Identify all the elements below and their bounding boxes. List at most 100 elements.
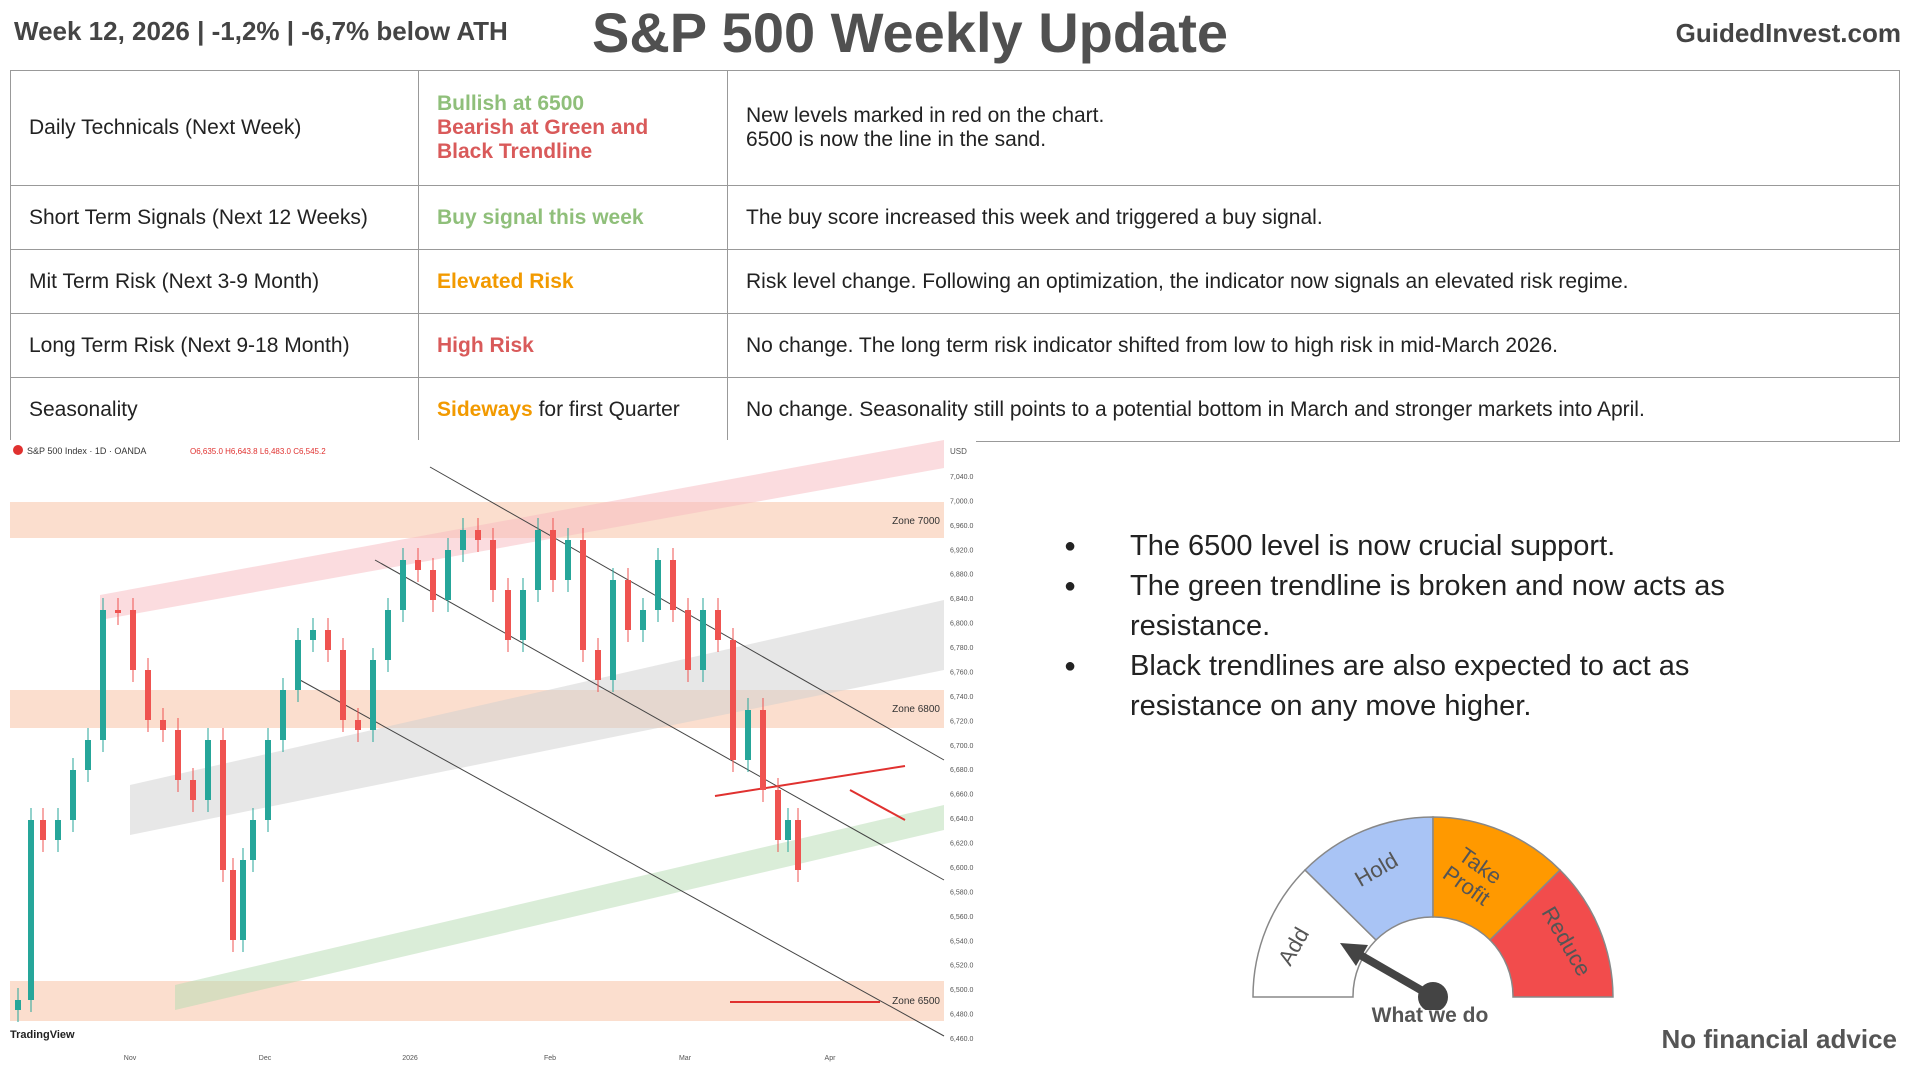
row-note: No change. Seasonality still points to a… (727, 377, 1900, 442)
price-chart[interactable]: S&P 500 Index · 1D · OANDA O6,635.0 H6,6… (10, 440, 976, 1064)
list-item: The 6500 level is now crucial support. (1058, 526, 1818, 566)
candle-body (190, 780, 196, 800)
tradingview-logo: TradingView (10, 1029, 75, 1041)
row-label: Seasonality (10, 377, 419, 442)
table-row: Daily Technicals (Next Week) Bullish at … (10, 70, 1900, 186)
gauge-caption: What we do (1371, 1004, 1489, 1027)
candle-body (430, 570, 436, 600)
y-tick-label: 6,600.0 (950, 865, 973, 872)
candle-body (745, 710, 751, 760)
y-tick-label: 6,520.0 (950, 963, 973, 970)
candle-body (795, 820, 801, 870)
candle-body (160, 720, 166, 730)
signal-bearish: Bearish at Green and Black Trendline (437, 116, 649, 163)
red-channel (100, 440, 944, 620)
candle-body (520, 590, 526, 640)
signal-text: Buy signal this week (437, 205, 644, 229)
row-note: Risk level change. Following an optimiza… (727, 249, 1900, 314)
candle-body (280, 690, 286, 740)
candle-body (655, 560, 661, 610)
red-level-line (714, 765, 906, 797)
row-signal: Elevated Risk (418, 249, 728, 314)
candle-body (385, 610, 391, 660)
signal-suffix: for first Quarter (532, 397, 680, 421)
row-signal: Buy signal this week (418, 185, 728, 250)
y-tick-label: 6,660.0 (950, 792, 973, 799)
row-note: The buy score increased this week and tr… (727, 185, 1900, 250)
candle-body (230, 870, 236, 940)
red-level-line (849, 789, 906, 821)
gauge-segment-reduce (1488, 868, 1614, 998)
signal-bullish: Bullish at 6500 (437, 92, 585, 115)
y-tick-label: 6,480.0 (950, 1012, 973, 1019)
candle-body (115, 610, 121, 613)
signal-text: Sideways (437, 397, 533, 421)
signal-text: High Risk (437, 333, 534, 357)
candle-body (28, 820, 34, 1000)
candle-body (580, 540, 586, 650)
candle-body (55, 820, 61, 840)
zone-6500-label: Zone 6500 (892, 996, 940, 1007)
disclaimer: No financial advice (1661, 1024, 1897, 1054)
candle-body (340, 650, 346, 720)
candle-body (265, 740, 271, 820)
signal-text: Elevated Risk (437, 269, 574, 293)
x-axis: Nov Dec 2026 Feb Mar Apr (124, 1055, 836, 1062)
needle-arrow-icon (1340, 943, 1368, 966)
week-summary: Week 12, 2026 | -1,2% | -6,7% below ATH (14, 16, 508, 46)
y-tick-label: 7,040.0 (950, 474, 973, 481)
site-name[interactable]: GuidedInvest.com (1675, 18, 1901, 48)
candle-body (145, 670, 151, 720)
y-tick-label: 6,700.0 (950, 743, 973, 750)
row-signal: Bullish at 6500 Bearish at Green and Bla… (418, 70, 728, 186)
row-note: No change. The long term risk indicator … (727, 313, 1900, 378)
row-label: Short Term Signals (Next 12 Weeks) (10, 185, 419, 250)
candle-body (325, 630, 331, 650)
candles (15, 518, 801, 1022)
symbol-icon (13, 445, 23, 455)
row-signal: Sideways for first Quarter (418, 377, 728, 442)
candle-body (610, 580, 616, 680)
symbol-line: S&P 500 Index · 1D · OANDA (27, 446, 146, 456)
key-notes: The 6500 level is now crucial support. T… (1058, 526, 1818, 726)
candle-body (785, 820, 791, 840)
y-tick-label: 6,540.0 (950, 938, 973, 945)
candle-body (730, 640, 736, 760)
y-tick-label: 6,800.0 (950, 621, 973, 628)
candle-body (100, 610, 106, 740)
table-row: Mit Term Risk (Next 3-9 Month) Elevated … (10, 249, 1900, 314)
y-tick-label: 6,580.0 (950, 889, 973, 896)
y-tick-label: 6,460.0 (950, 1036, 973, 1043)
y-tick-label: 6,500.0 (950, 987, 973, 994)
zone-7000-label: Zone 7000 (892, 516, 940, 527)
x-tick-label: Dec (259, 1055, 272, 1062)
list-item: Black trendlines are also expected to ac… (1058, 646, 1818, 726)
candle-body (240, 860, 246, 940)
candle-body (775, 790, 781, 840)
candle-body (715, 610, 721, 640)
ohlc-values: O6,635.0 H6,643.8 L6,483.0 C6,545.2 (190, 447, 326, 456)
x-tick-label: Apr (825, 1055, 837, 1062)
candle-body (685, 610, 691, 670)
y-tick-label: 6,880.0 (950, 572, 973, 579)
candle-body (700, 610, 706, 670)
row-label: Daily Technicals (Next Week) (10, 70, 419, 186)
y-tick-label: 6,740.0 (950, 694, 973, 701)
y-axis: 7,040.0 7,000.0 6,960.0 6,920.0 6,880.0 6,840… (950, 474, 973, 1043)
candle-body (40, 820, 46, 840)
table-row: Seasonality Sideways for first Quarter N… (10, 377, 1900, 442)
action-gauge: Add Hold TakeProfit Reduce (1252, 816, 1614, 1010)
candle-body (565, 540, 571, 580)
candle-body (490, 540, 496, 590)
candle-body (310, 630, 316, 640)
candle-body (625, 580, 631, 630)
candle-body (70, 770, 76, 820)
y-tick-label: 6,760.0 (950, 669, 973, 676)
y-tick-label: 6,720.0 (950, 718, 973, 725)
candle-body (130, 610, 136, 670)
y-tick-label: 6,680.0 (950, 767, 973, 774)
y-tick-label: 6,780.0 (950, 645, 973, 652)
y-tick-label: 6,620.0 (950, 841, 973, 848)
gauge-hub (1418, 982, 1448, 1010)
candle-body (670, 560, 676, 610)
